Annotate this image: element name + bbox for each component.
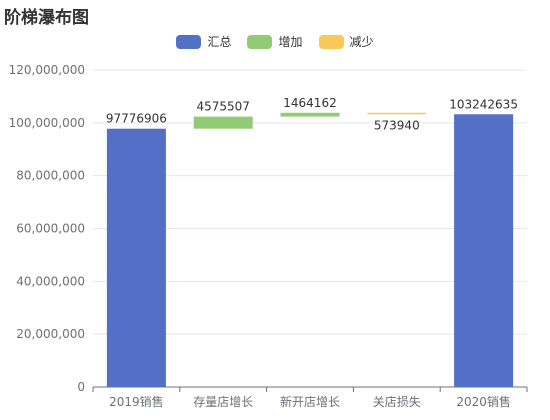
bar-1 bbox=[193, 116, 253, 129]
y-tick-label: 80,000,000 bbox=[16, 169, 85, 183]
legend-label-summary: 汇总 bbox=[207, 35, 232, 49]
legend: 汇总 增加 减少 bbox=[0, 33, 550, 50]
legend-swatch-summary bbox=[176, 34, 202, 49]
data-label: 103242635 bbox=[449, 97, 518, 111]
legend-swatch-increase bbox=[247, 34, 273, 49]
y-tick-label: 60,000,000 bbox=[16, 222, 85, 236]
x-tick-label: 关店损失 bbox=[373, 394, 421, 409]
x-tick-label: 新开店增长 bbox=[280, 394, 340, 409]
legend-item-increase[interactable]: 增加 bbox=[247, 33, 303, 50]
data-label: 1464162 bbox=[283, 96, 336, 110]
y-tick-label: 120,000,000 bbox=[9, 63, 85, 77]
x-tick-label: 存量店增长 bbox=[193, 395, 253, 409]
y-tick-label: 40,000,000 bbox=[16, 274, 85, 288]
data-label: 4575507 bbox=[196, 100, 249, 114]
legend-item-summary[interactable]: 汇总 bbox=[176, 33, 231, 50]
legend-swatch-decrease bbox=[318, 34, 344, 49]
bar-0 bbox=[106, 128, 166, 388]
legend-item-decrease[interactable]: 减少 bbox=[318, 33, 374, 50]
y-tick-label: 20,000,000 bbox=[16, 327, 85, 341]
bar-4 bbox=[454, 114, 514, 388]
data-label: 97776906 bbox=[106, 112, 167, 126]
x-tick-label: 2020销售 bbox=[456, 394, 511, 409]
x-tick-label: 2019销售 bbox=[109, 394, 164, 409]
legend-label-decrease: 减少 bbox=[349, 35, 374, 49]
y-tick-label: 0 bbox=[77, 380, 85, 394]
chart-title: 阶梯瀑布图 bbox=[4, 8, 89, 28]
bar-3 bbox=[367, 112, 427, 115]
legend-label-increase: 增加 bbox=[278, 35, 303, 49]
y-tick-label: 100,000,000 bbox=[9, 116, 85, 130]
data-label: 573940 bbox=[374, 118, 420, 132]
bar-2 bbox=[280, 112, 340, 117]
